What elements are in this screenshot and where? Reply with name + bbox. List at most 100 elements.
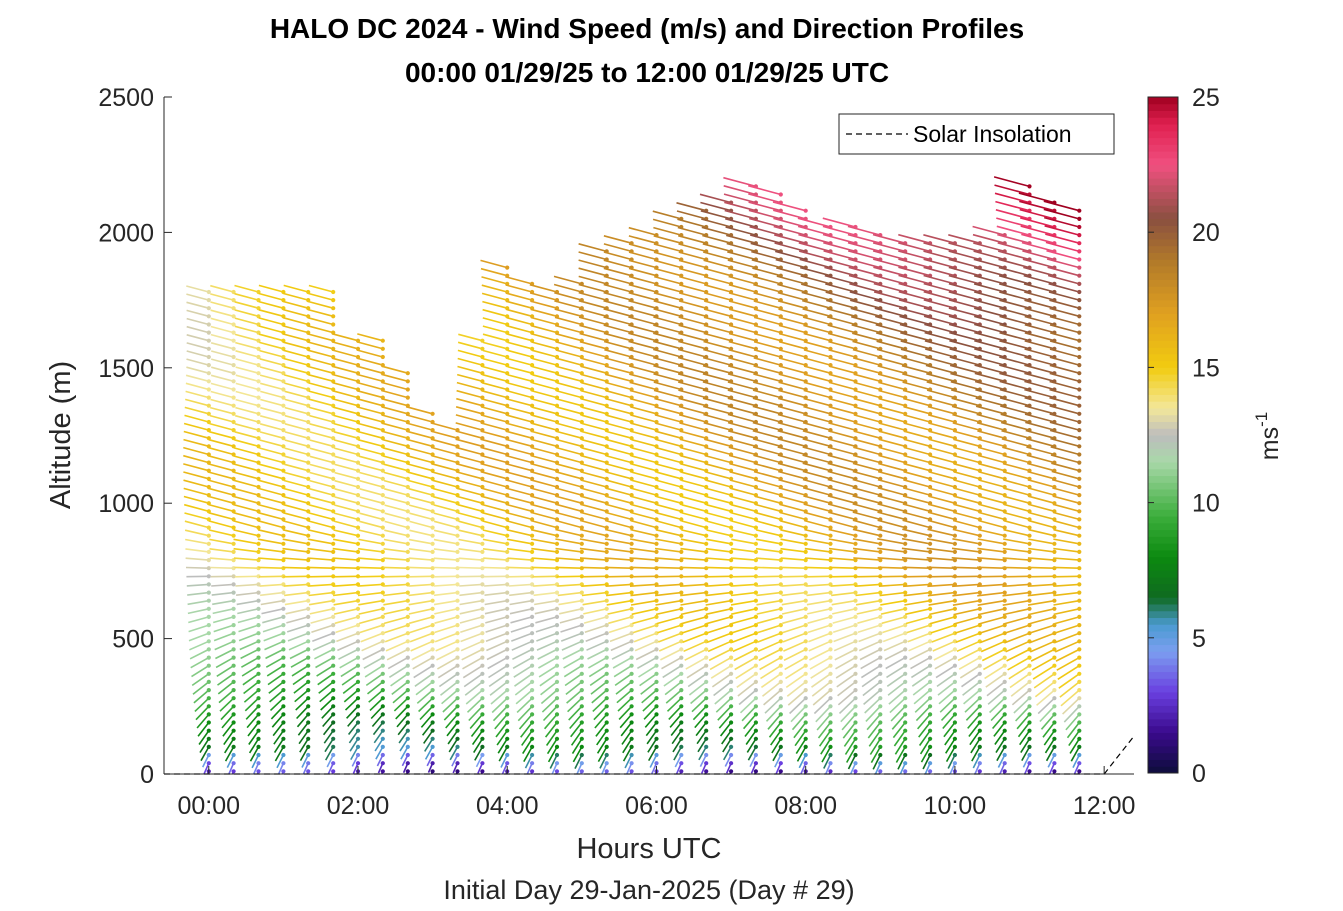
wind-barb-dot	[803, 663, 808, 668]
wind-barb-dot	[530, 671, 535, 676]
wind-barb	[433, 575, 458, 578]
wind-barb	[283, 575, 309, 578]
wind-barb-dot	[355, 679, 361, 685]
wind-barb-dot	[679, 614, 684, 620]
wind-barb	[832, 608, 856, 615]
wind-barb-dot	[903, 769, 908, 774]
wind-barb	[653, 275, 682, 285]
wind-barb	[383, 557, 408, 561]
wind-barb-dot	[604, 663, 609, 668]
wind-barb	[1049, 405, 1080, 415]
wind-barb-dot	[281, 533, 286, 538]
wind-barb-dot	[331, 493, 336, 498]
wind-barb	[899, 323, 931, 334]
wind-barb	[505, 284, 533, 293]
wind-barb	[357, 430, 384, 439]
wind-barb-dot	[629, 696, 634, 701]
wind-barb-dot	[480, 663, 485, 668]
wind-barb	[248, 730, 260, 745]
wind-barb	[193, 689, 210, 704]
wind-barb	[432, 487, 458, 496]
wind-barb	[334, 447, 359, 456]
wind-barb	[756, 575, 781, 578]
wind-barb	[893, 730, 906, 747]
wind-barb	[578, 316, 607, 326]
wind-barb	[458, 557, 483, 561]
wind-barb	[773, 234, 806, 244]
wind-barb	[471, 730, 484, 746]
wind-barb-dot	[554, 696, 560, 701]
wind-barb	[928, 487, 956, 496]
wind-barb-dot	[1077, 582, 1082, 587]
wind-barb	[687, 673, 707, 688]
wind-barb	[605, 495, 632, 504]
wind-barb-dot	[1052, 736, 1057, 741]
wind-barb-dot	[380, 614, 385, 620]
wind-barb	[827, 503, 856, 513]
colorbar-band	[1148, 178, 1178, 186]
wind-barb	[307, 547, 334, 553]
wind-barb-dot	[952, 744, 958, 750]
wind-barb	[583, 608, 607, 615]
wind-barb	[907, 632, 931, 643]
wind-barb-dot	[828, 712, 833, 717]
wind-barb-dot	[554, 639, 560, 644]
wind-barb	[977, 446, 1005, 456]
wind-barb-dot	[753, 679, 759, 685]
wind-barb-dot	[679, 606, 684, 611]
wind-barb	[546, 738, 558, 755]
wind-barb	[400, 746, 409, 760]
wind-barb	[678, 300, 707, 309]
wind-barb	[976, 413, 1005, 423]
wind-barb-dot	[729, 712, 734, 717]
wind-barb	[395, 705, 409, 720]
wind-barb-dot	[878, 663, 883, 668]
wind-barb-dot	[455, 549, 460, 555]
wind-barb	[898, 290, 931, 301]
wind-barb	[283, 365, 309, 374]
wind-barb	[824, 274, 856, 285]
wind-barb	[210, 350, 234, 358]
wind-barb	[973, 250, 1005, 261]
wind-barb	[778, 478, 806, 488]
wind-barb-dot	[281, 606, 286, 611]
wind-barb-dot	[206, 371, 211, 376]
wind-barb	[658, 632, 682, 643]
wind-barb	[569, 713, 583, 730]
wind-barb-dot	[505, 647, 510, 652]
wind-barb-dot	[331, 679, 336, 685]
wind-barb	[308, 496, 334, 504]
colorbar-band	[1148, 712, 1178, 720]
wind-barb	[629, 547, 657, 553]
wind-barb	[977, 430, 1005, 439]
wind-barb	[656, 479, 682, 488]
wind-barb	[581, 430, 607, 439]
wind-barb	[756, 624, 782, 634]
wind-barb	[1023, 266, 1055, 277]
wind-barb	[803, 324, 831, 334]
colorbar-band	[1148, 313, 1178, 321]
wind-barb	[561, 640, 583, 651]
wind-barb-dot	[928, 647, 933, 652]
wind-barb-dot	[878, 549, 883, 555]
wind-barb	[728, 316, 757, 326]
wind-barb	[257, 511, 284, 521]
wind-barb-dot	[480, 606, 485, 611]
wind-barb	[605, 381, 632, 391]
wind-barb	[484, 599, 508, 606]
wind-barb	[927, 528, 956, 537]
wind-barb	[207, 479, 234, 488]
wind-barb	[367, 681, 384, 695]
wind-barb-dot	[828, 541, 833, 546]
wind-barb	[739, 697, 757, 714]
wind-barb	[903, 414, 931, 423]
wind-barb	[797, 217, 831, 228]
wind-barb	[948, 266, 981, 277]
wind-barb-dot	[554, 769, 560, 774]
wind-barb-dot	[878, 761, 883, 766]
wind-barb	[408, 479, 433, 488]
wind-barb	[323, 730, 334, 744]
wind-barb-dot	[1077, 379, 1082, 384]
colorbar-band	[1148, 367, 1178, 375]
wind-barb	[344, 697, 359, 711]
